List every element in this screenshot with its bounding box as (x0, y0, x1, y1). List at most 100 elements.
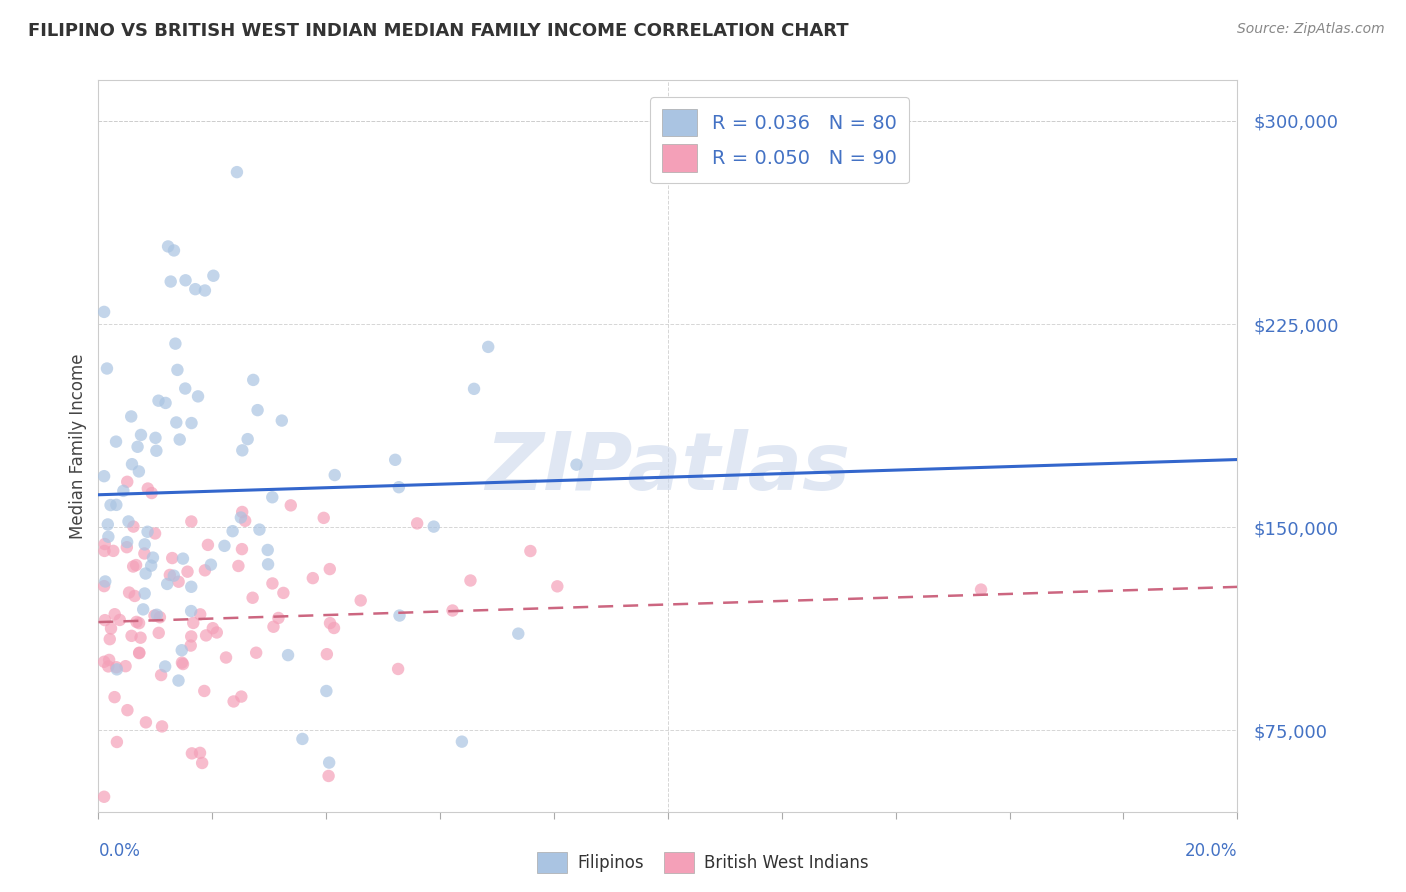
Point (180, 747, 202, 761)
Point (249, 523, 271, 537)
Text: ZIPatlas: ZIPatlas (485, 429, 851, 507)
Point (180, 604, 202, 618)
Point (121, 629, 143, 643)
Point (319, 616, 342, 631)
Point (117, 515, 139, 529)
Point (145, 431, 167, 445)
Point (128, 646, 150, 660)
Point (267, 611, 290, 625)
Point (94, 574, 117, 589)
Point (194, 284, 217, 298)
Point (136, 524, 159, 539)
Point (180, 639, 202, 653)
Point (112, 483, 135, 498)
Point (150, 719, 173, 733)
Point (323, 621, 346, 635)
Point (150, 668, 173, 682)
Point (134, 537, 156, 551)
Point (180, 580, 202, 594)
Point (451, 734, 474, 748)
Point (94, 613, 117, 627)
Point (96, 361, 118, 376)
Point (143, 526, 166, 541)
Point (188, 607, 211, 622)
Point (174, 273, 197, 287)
Point (187, 389, 209, 403)
Point (169, 433, 191, 447)
Point (546, 579, 568, 593)
Point (103, 544, 125, 558)
Point (157, 239, 180, 253)
Point (142, 550, 165, 565)
Point (149, 610, 172, 624)
Point (153, 659, 176, 673)
Point (128, 464, 150, 478)
Point (460, 574, 482, 588)
Point (181, 615, 204, 630)
Point (167, 673, 190, 688)
Y-axis label: Median Family Income: Median Family Income (69, 353, 87, 539)
Point (301, 571, 323, 585)
Point (129, 428, 152, 442)
Point (136, 482, 159, 496)
Point (194, 563, 217, 577)
Point (98, 653, 121, 667)
Point (134, 546, 156, 560)
Point (262, 576, 284, 591)
Point (93, 537, 115, 551)
Point (508, 626, 530, 640)
Point (350, 593, 373, 607)
Point (221, 524, 243, 538)
Point (93, 305, 115, 319)
Point (319, 562, 342, 576)
Point (165, 336, 187, 351)
Point (93, 789, 115, 804)
Point (117, 703, 139, 717)
Point (315, 684, 337, 698)
Point (141, 486, 163, 500)
Point (180, 515, 202, 529)
Point (129, 631, 152, 645)
Text: 20.0%: 20.0% (1185, 842, 1237, 860)
Point (118, 585, 141, 599)
Point (323, 468, 346, 483)
Point (115, 535, 138, 549)
Point (236, 432, 259, 446)
Point (519, 544, 541, 558)
Point (115, 540, 138, 554)
Point (115, 475, 138, 489)
Point (174, 382, 197, 396)
Point (143, 608, 166, 623)
Point (565, 458, 588, 472)
Point (312, 511, 335, 525)
Point (148, 626, 170, 640)
Legend: Filipinos, British West Indians: Filipinos, British West Indians (530, 846, 876, 880)
Point (180, 630, 202, 644)
Point (105, 660, 128, 674)
Point (231, 690, 253, 704)
Point (205, 625, 228, 640)
Point (93, 469, 115, 483)
Point (318, 756, 340, 770)
Point (242, 591, 264, 605)
Point (97, 530, 120, 544)
Point (132, 602, 155, 616)
Point (97, 517, 120, 532)
Point (384, 452, 406, 467)
Point (280, 499, 302, 513)
Point (135, 566, 157, 581)
Point (105, 498, 128, 512)
Point (127, 440, 149, 454)
Point (159, 568, 181, 582)
Point (176, 565, 198, 579)
Point (98, 632, 121, 647)
Point (256, 543, 278, 558)
Legend: R = 0.036   N = 80, R = 0.050   N = 90: R = 0.036 N = 80, R = 0.050 N = 90 (650, 97, 908, 184)
Point (970, 582, 993, 597)
Point (270, 414, 292, 428)
Point (93, 655, 115, 669)
Point (388, 608, 411, 623)
Point (93, 579, 115, 593)
Point (200, 558, 222, 572)
Point (159, 275, 181, 289)
